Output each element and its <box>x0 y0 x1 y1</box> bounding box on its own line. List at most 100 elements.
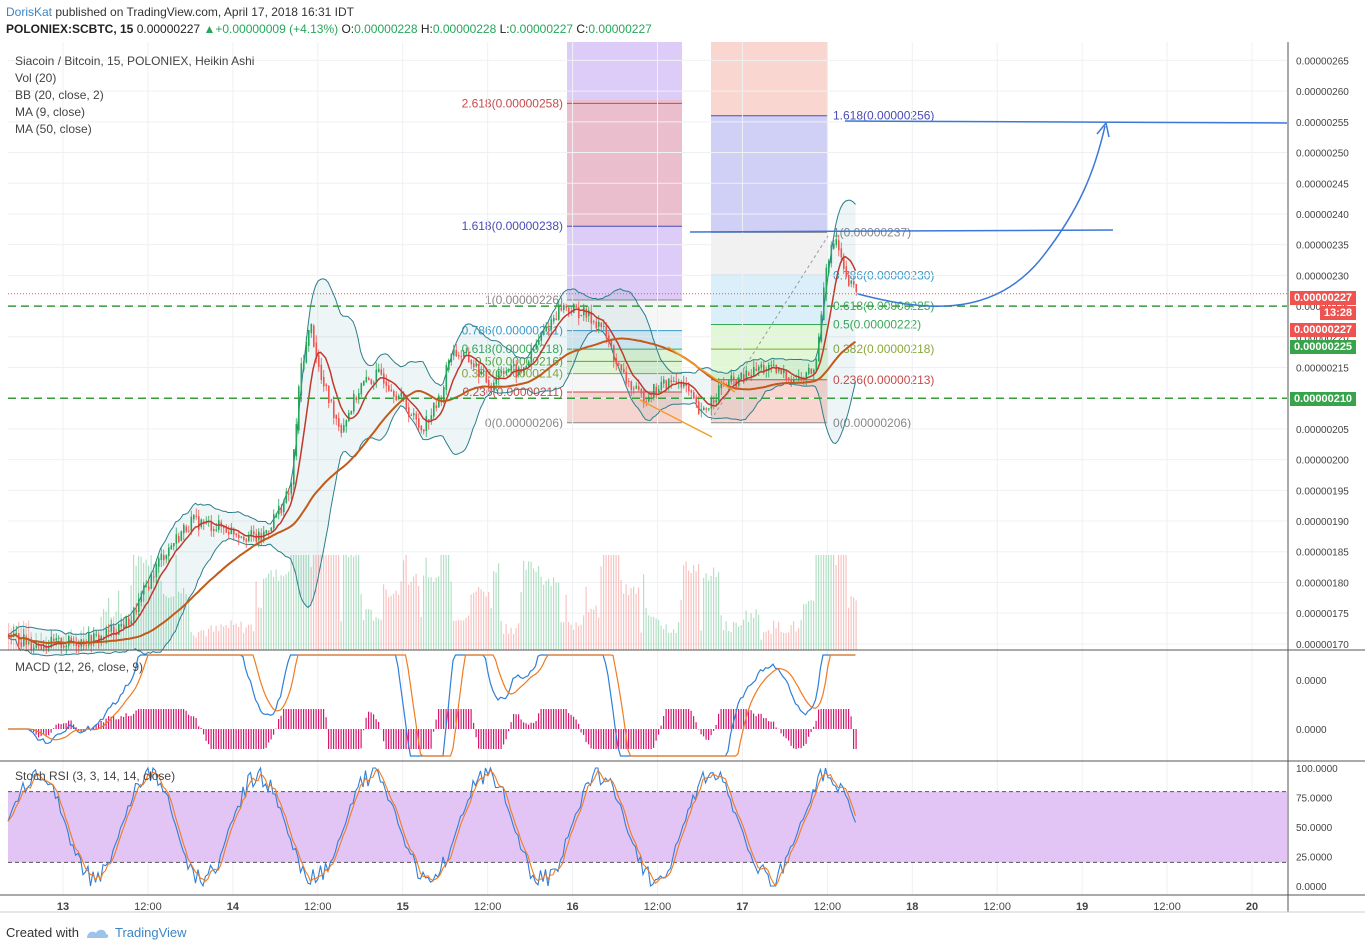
macd-hist-bar <box>268 729 270 743</box>
candle-body <box>163 554 165 561</box>
macd-hist-bar <box>765 718 767 729</box>
volume-bar <box>315 555 317 650</box>
macd-hist-bar <box>315 709 317 729</box>
candle-body <box>63 645 65 648</box>
fib-zone-upper <box>567 100 682 227</box>
fib-level-label: 1.618(0.00000256) <box>833 109 934 123</box>
macd-hist-bar <box>303 709 305 729</box>
candle-body <box>445 365 448 390</box>
candle-body <box>240 536 243 538</box>
candle-body <box>180 531 183 541</box>
macd-hist-bar <box>38 729 40 738</box>
close-label: C: <box>576 22 589 36</box>
volume-bar <box>310 567 312 650</box>
candle-body <box>308 329 310 346</box>
volume-bar <box>318 555 320 650</box>
author-link[interactable]: DorisKat <box>6 5 53 19</box>
candle-body <box>503 371 505 375</box>
candle-body <box>333 400 335 419</box>
stoch-tick-label: 25.0000 <box>1296 853 1333 864</box>
macd-hist-bar <box>63 723 65 729</box>
candle-body <box>580 315 583 317</box>
candle-body <box>500 370 503 373</box>
candle-body <box>213 528 215 532</box>
macd-hist-bar <box>555 709 557 729</box>
candle-body <box>168 547 170 557</box>
volume-bar <box>785 633 787 650</box>
legend-vol[interactable]: Vol (20) <box>15 71 57 85</box>
volume-bar <box>283 576 285 650</box>
macd-hist-bar <box>545 709 547 729</box>
volume-bar <box>343 555 345 650</box>
volume-bar <box>800 619 802 650</box>
volume-bar <box>613 555 615 650</box>
macd-hist-bar <box>108 716 110 729</box>
time-tick-label: 20 <box>1246 901 1258 913</box>
price-tag-last: 0.00000227 <box>1290 291 1356 305</box>
macd-hist-bar <box>150 709 152 729</box>
volume-bar <box>765 631 767 650</box>
candle-body <box>303 360 305 370</box>
volume-bar <box>243 633 245 650</box>
volume-bar <box>630 588 632 650</box>
volume-bar <box>230 620 232 650</box>
macd-hist-bar <box>505 729 507 740</box>
macd-hist-bar <box>113 715 115 729</box>
volume-bar <box>675 632 677 650</box>
candle-body <box>610 340 613 347</box>
candle-body <box>145 586 148 588</box>
candle-body <box>150 573 153 589</box>
price-tick-label: 0.00000220 <box>1296 333 1349 344</box>
stoch-label[interactable]: Stoch RSI (3, 3, 14, 14, close) <box>15 769 176 783</box>
volume-bar <box>643 574 645 650</box>
volume-bar <box>365 609 367 650</box>
volume-bar <box>400 581 402 650</box>
macd-hist-bar <box>170 709 172 729</box>
candle-body <box>133 607 135 622</box>
macd-hist-bar <box>235 729 237 749</box>
volume-bar <box>333 555 335 650</box>
legend-ma50[interactable]: MA (50, close) <box>15 122 92 136</box>
candle-body <box>573 303 575 313</box>
macd-hist-bar <box>798 729 800 749</box>
candle-body <box>198 516 200 530</box>
macd-hist-bar <box>513 713 515 729</box>
candle-body <box>795 379 798 381</box>
candle-body <box>140 592 143 603</box>
legend-bb[interactable]: BB (20, close, 2) <box>15 88 104 102</box>
macd-hist-bar <box>128 716 130 729</box>
macd-hist-bar <box>123 716 125 729</box>
candle-body <box>250 530 253 537</box>
candle-body <box>525 365 528 369</box>
macd-label[interactable]: MACD (12, 26, close, 9) <box>15 660 144 674</box>
macd-hist-bar <box>750 710 752 729</box>
candle-body <box>253 531 255 535</box>
volume-bar <box>350 555 352 650</box>
candle-body <box>235 533 238 536</box>
candle-body <box>340 425 343 434</box>
volume-bar <box>210 625 212 650</box>
candle-body <box>695 397 698 403</box>
volume-bar <box>268 573 270 650</box>
volume-bar <box>700 630 702 650</box>
tradingview-logo-icon[interactable] <box>85 926 109 940</box>
candle-body <box>425 416 428 432</box>
macd-hist-bar <box>500 729 502 749</box>
volume-bar <box>358 555 360 650</box>
candle-body <box>175 534 178 544</box>
volume-bar <box>280 575 282 650</box>
macd-hist-bar <box>603 729 605 749</box>
price-tick-label: 0.00000180 <box>1296 578 1349 589</box>
macd-hist-bar <box>310 709 312 729</box>
volume-bar <box>170 596 172 650</box>
price-tag-support-high: 0.00000225 <box>1290 340 1356 354</box>
macd-hist-bar <box>248 729 250 749</box>
footer-brand-link[interactable]: TradingView <box>114 925 187 940</box>
volume-bar <box>360 594 362 650</box>
candle-body <box>638 386 640 390</box>
volume-bar <box>100 616 102 650</box>
volume-bar <box>625 584 627 650</box>
legend-ma9[interactable]: MA (9, close) <box>15 105 86 119</box>
volume-bar <box>805 603 807 650</box>
